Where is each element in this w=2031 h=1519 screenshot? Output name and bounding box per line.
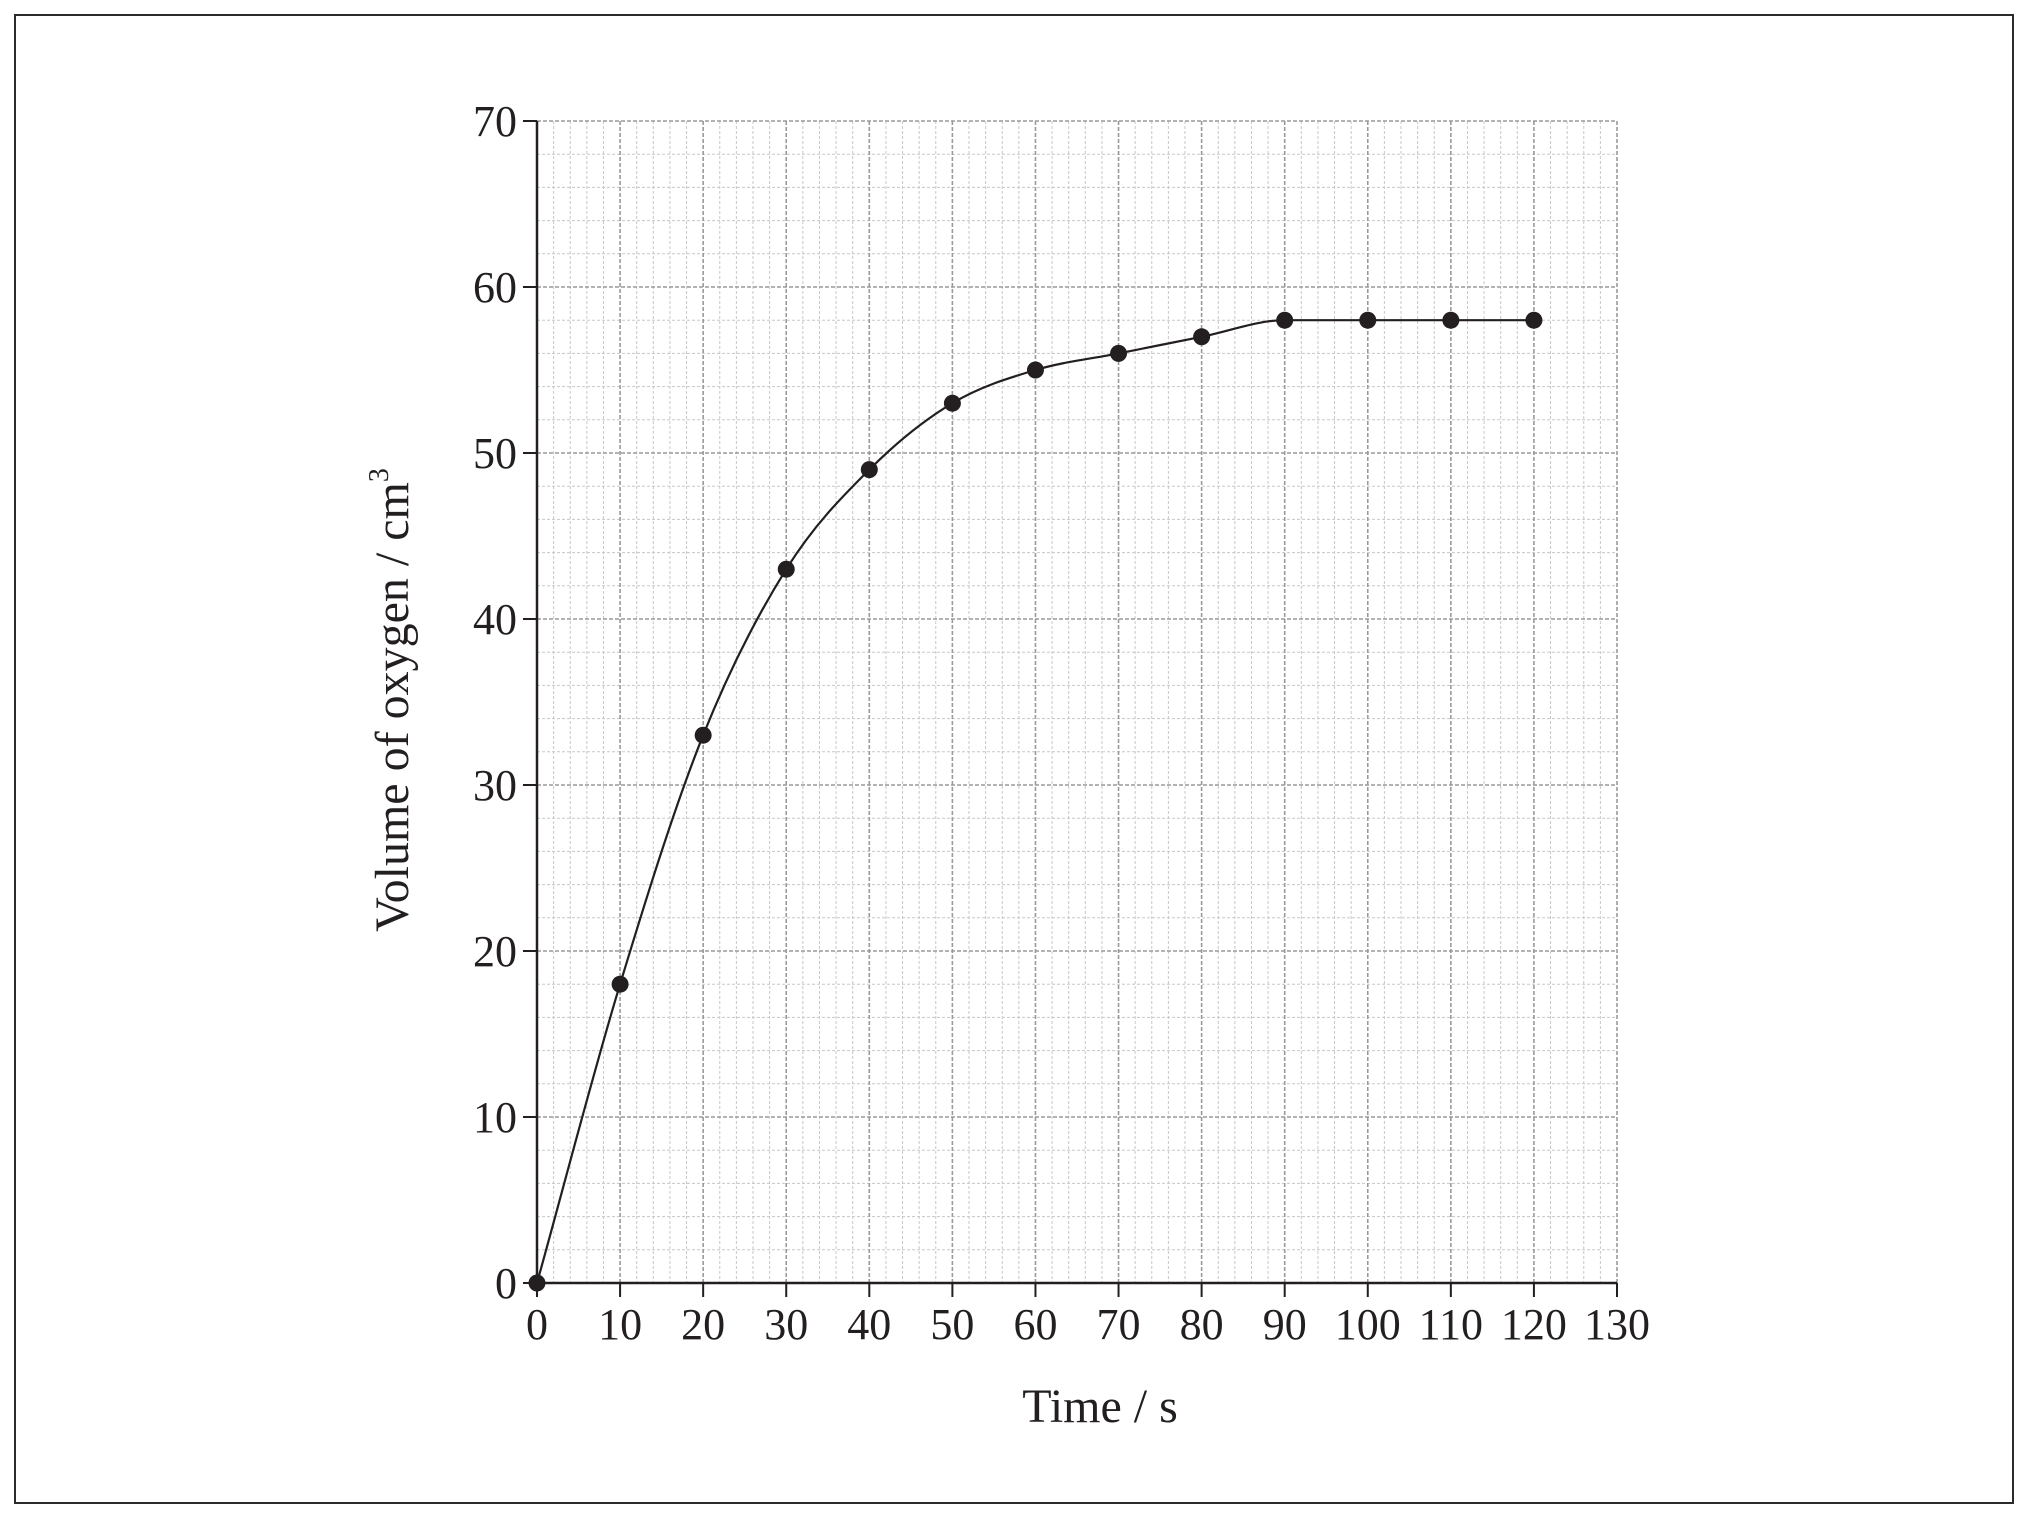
data-point — [943, 394, 961, 412]
y-tick-label: 60 — [473, 263, 517, 312]
x-tick-label: 70 — [1097, 1300, 1141, 1349]
y-tick-label: 40 — [473, 595, 517, 644]
x-tick-label: 30 — [764, 1300, 808, 1349]
y-tick-label: 10 — [473, 1093, 517, 1142]
data-point — [1110, 344, 1128, 362]
data-point — [1359, 311, 1377, 329]
data-point — [1276, 311, 1294, 329]
data-point — [1525, 311, 1543, 329]
y-tick-label: 50 — [473, 429, 517, 478]
data-point — [528, 1274, 546, 1292]
y-tick-label: 30 — [473, 761, 517, 810]
grid-minor — [537, 121, 1617, 1283]
x-tick-label: 100 — [1335, 1300, 1401, 1349]
axes — [535, 121, 1617, 1285]
x-tick-label: 110 — [1419, 1300, 1483, 1349]
x-tick-label: 10 — [598, 1300, 642, 1349]
x-tick-label: 0 — [526, 1300, 548, 1349]
data-point — [1442, 311, 1460, 329]
y-axis-label-text: Volume of oxygen / cm — [366, 482, 419, 932]
x-tick-label: 90 — [1263, 1300, 1307, 1349]
data-point — [694, 726, 712, 744]
y-tick-label: 20 — [473, 927, 517, 976]
x-tick-label: 60 — [1013, 1300, 1057, 1349]
axis-ticks: 0 10 20 30 40 50 60 70 0 10 20 30 40 50 60 70 80 90 100 110… — [473, 97, 1650, 1349]
data-point — [1026, 361, 1044, 379]
x-tick-label: 20 — [681, 1300, 725, 1349]
data-point — [860, 461, 878, 479]
x-tick-label: 120 — [1501, 1300, 1567, 1349]
y-axis-label: Volume of oxygen / cm3 — [364, 468, 419, 932]
x-axis-label: Time / s — [1022, 1380, 1178, 1433]
y-axis-label-superscript: 3 — [364, 468, 395, 482]
x-tick-label: 40 — [847, 1300, 891, 1349]
data-points — [528, 311, 1543, 1292]
data-point — [1193, 328, 1211, 346]
grid-major — [536, 120, 1618, 1284]
data-point — [611, 975, 629, 993]
x-tick-label: 80 — [1180, 1300, 1224, 1349]
figure-frame — [14, 14, 2014, 1504]
x-tick-label: 130 — [1584, 1300, 1650, 1349]
y-tick-label: 70 — [473, 97, 517, 146]
x-tick-label: 50 — [930, 1300, 974, 1349]
y-tick-label: 0 — [495, 1259, 517, 1308]
data-point — [777, 560, 795, 578]
